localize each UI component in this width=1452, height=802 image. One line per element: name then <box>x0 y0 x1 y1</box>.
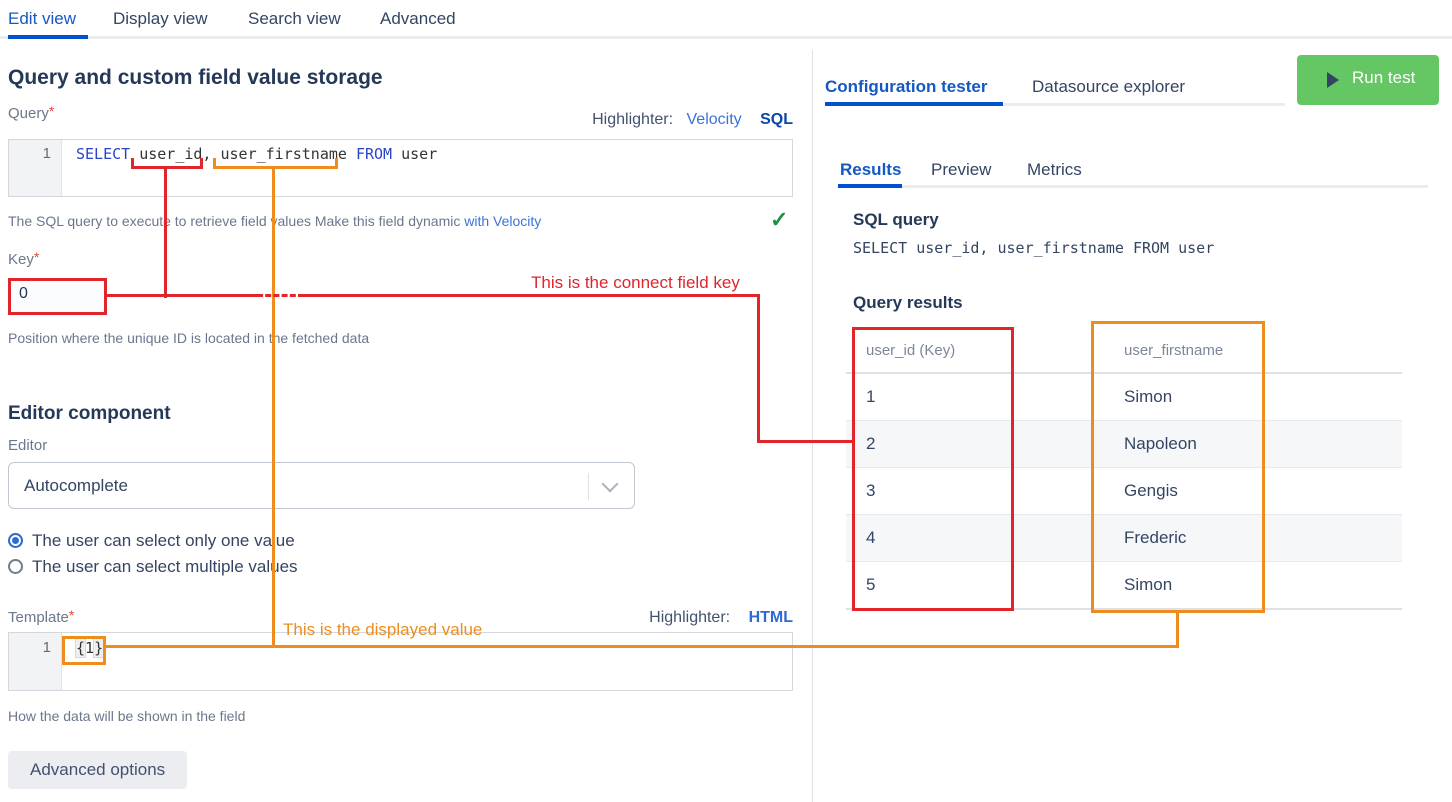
cell-user-firstname: Simon <box>1124 575 1173 594</box>
panel-divider <box>812 50 813 802</box>
tabbar-underline <box>0 36 1452 39</box>
line-number: 1 <box>42 639 51 656</box>
required-asterisk: * <box>68 607 75 623</box>
query-highlighter-row: Highlighter: Velocity SQL <box>0 111 793 129</box>
advanced-options-button[interactable]: Advanced options <box>8 751 188 789</box>
line-number: 1 <box>42 145 51 162</box>
sql-query-title: SQL query <box>853 210 939 229</box>
editor-select[interactable]: Autocomplete <box>8 462 635 509</box>
table-row: 5 Simon <box>846 562 1402 610</box>
cell-user-firstname: Gengis <box>1124 481 1178 500</box>
table-row: 4 Frederic <box>846 515 1402 562</box>
tab-display-view[interactable]: Display view <box>113 9 208 28</box>
cell-user-id: 3 <box>866 481 876 500</box>
radio-unchecked-icon[interactable] <box>8 559 23 574</box>
required-asterisk: * <box>48 103 55 119</box>
highlighter-html-link[interactable]: HTML <box>748 609 793 626</box>
orange-connector-vertical <box>1176 613 1179 648</box>
table-row: 1 Simon <box>846 374 1402 421</box>
cell-user-firstname: Napoleon <box>1124 434 1197 453</box>
radio-checked-icon[interactable] <box>8 533 23 548</box>
highlighter-velocity-link[interactable]: Velocity <box>686 111 742 128</box>
query-results-table: user_id (Key) user_firstname 1 Simon 2 N… <box>846 330 1402 610</box>
highlighter-label: Highlighter: <box>592 111 674 128</box>
subtab-underline <box>838 185 1428 188</box>
right-tabbar-active-indicator <box>825 102 1003 106</box>
play-icon <box>1327 72 1339 88</box>
editor-select-value: Autocomplete <box>24 476 128 495</box>
template-help-text: How the data will be shown in the field <box>8 708 246 724</box>
editor-gutter: 1 <box>9 633 62 690</box>
annotation-connect-field-key: This is the connect field key <box>531 273 740 292</box>
tab-edit-view[interactable]: Edit view <box>8 9 77 28</box>
tab-advanced[interactable]: Advanced <box>380 9 456 28</box>
table-row: 2 Napoleon <box>846 421 1402 468</box>
query-code-editor[interactable]: 1 SELECT user_id, user_firstname FROM us… <box>8 139 793 197</box>
table-row: 3 Gengis <box>846 468 1402 515</box>
cell-user-firstname: Frederic <box>1124 528 1187 547</box>
required-asterisk: * <box>33 249 40 265</box>
tab-search-view[interactable]: Search view <box>248 9 341 28</box>
subtab-active-indicator <box>838 184 902 188</box>
subtab-metrics[interactable]: Metrics <box>1027 160 1082 179</box>
cell-user-id: 5 <box>866 575 876 594</box>
radio-multiple-values-label: The user can select multiple values <box>32 557 298 576</box>
right-tabbar-underline <box>825 103 1285 106</box>
sql-query-text: SELECT user_id, user_firstname FROM user <box>853 239 1215 257</box>
subtab-results[interactable]: Results <box>840 160 902 179</box>
select-divider <box>588 473 589 500</box>
highlighter-label: Highlighter: <box>649 609 731 626</box>
run-test-button[interactable]: Run test <box>1297 55 1439 105</box>
editor-label: Editor <box>8 437 48 454</box>
template-label: Template* <box>8 607 75 626</box>
cell-user-id: 2 <box>866 434 876 453</box>
tab-configuration-tester[interactable]: Configuration tester <box>825 77 988 96</box>
red-connector-segment <box>107 294 257 297</box>
query-help-text: The SQL query to execute to retrieve fie… <box>8 213 542 229</box>
key-input-annotation-box: 0 <box>8 278 107 315</box>
highlighter-sql-link[interactable]: SQL <box>760 111 793 128</box>
cell-user-id: 4 <box>866 528 876 547</box>
run-test-label: Run test <box>1352 68 1416 87</box>
valid-checkmark-icon: ✓ <box>770 207 789 232</box>
radio-single-value-label: The user can select only one value <box>32 531 295 550</box>
template-code-editor[interactable]: 1 {1} <box>8 632 793 691</box>
key-input[interactable]: 0 <box>19 285 28 302</box>
chevron-down-icon <box>601 475 619 493</box>
red-connector-dashed-segment <box>257 294 304 297</box>
red-connector-segment <box>757 440 854 443</box>
template-code-line: {1} <box>74 638 105 658</box>
tabbar-active-indicator <box>8 35 88 39</box>
query-results-title: Query results <box>853 293 963 312</box>
table-header-row: user_id (Key) user_firstname <box>846 330 1402 374</box>
column-header-user-id: user_id (Key) <box>866 342 956 359</box>
column-header-user-firstname: user_firstname <box>1124 342 1224 359</box>
key-help-text: Position where the unique ID is located … <box>8 330 370 346</box>
query-code-line: SELECT user_id, user_firstname FROM user <box>76 145 438 163</box>
template-highlighter-row: Highlighter: HTML <box>0 609 793 627</box>
section-title-editor-component: Editor component <box>8 403 171 424</box>
subtab-preview[interactable]: Preview <box>931 160 992 179</box>
section-title-query-storage: Query and custom field value storage <box>8 66 383 89</box>
tab-datasource-explorer[interactable]: Datasource explorer <box>1032 77 1186 96</box>
cell-user-id: 1 <box>866 387 876 406</box>
editor-gutter: 1 <box>9 140 62 196</box>
red-connector-segment <box>304 294 760 297</box>
with-velocity-link[interactable]: with Velocity <box>464 213 542 229</box>
query-label: Query* <box>8 103 55 122</box>
red-connector-vertical <box>757 294 760 443</box>
cell-user-firstname: Simon <box>1124 387 1173 406</box>
key-label: Key* <box>8 249 40 268</box>
